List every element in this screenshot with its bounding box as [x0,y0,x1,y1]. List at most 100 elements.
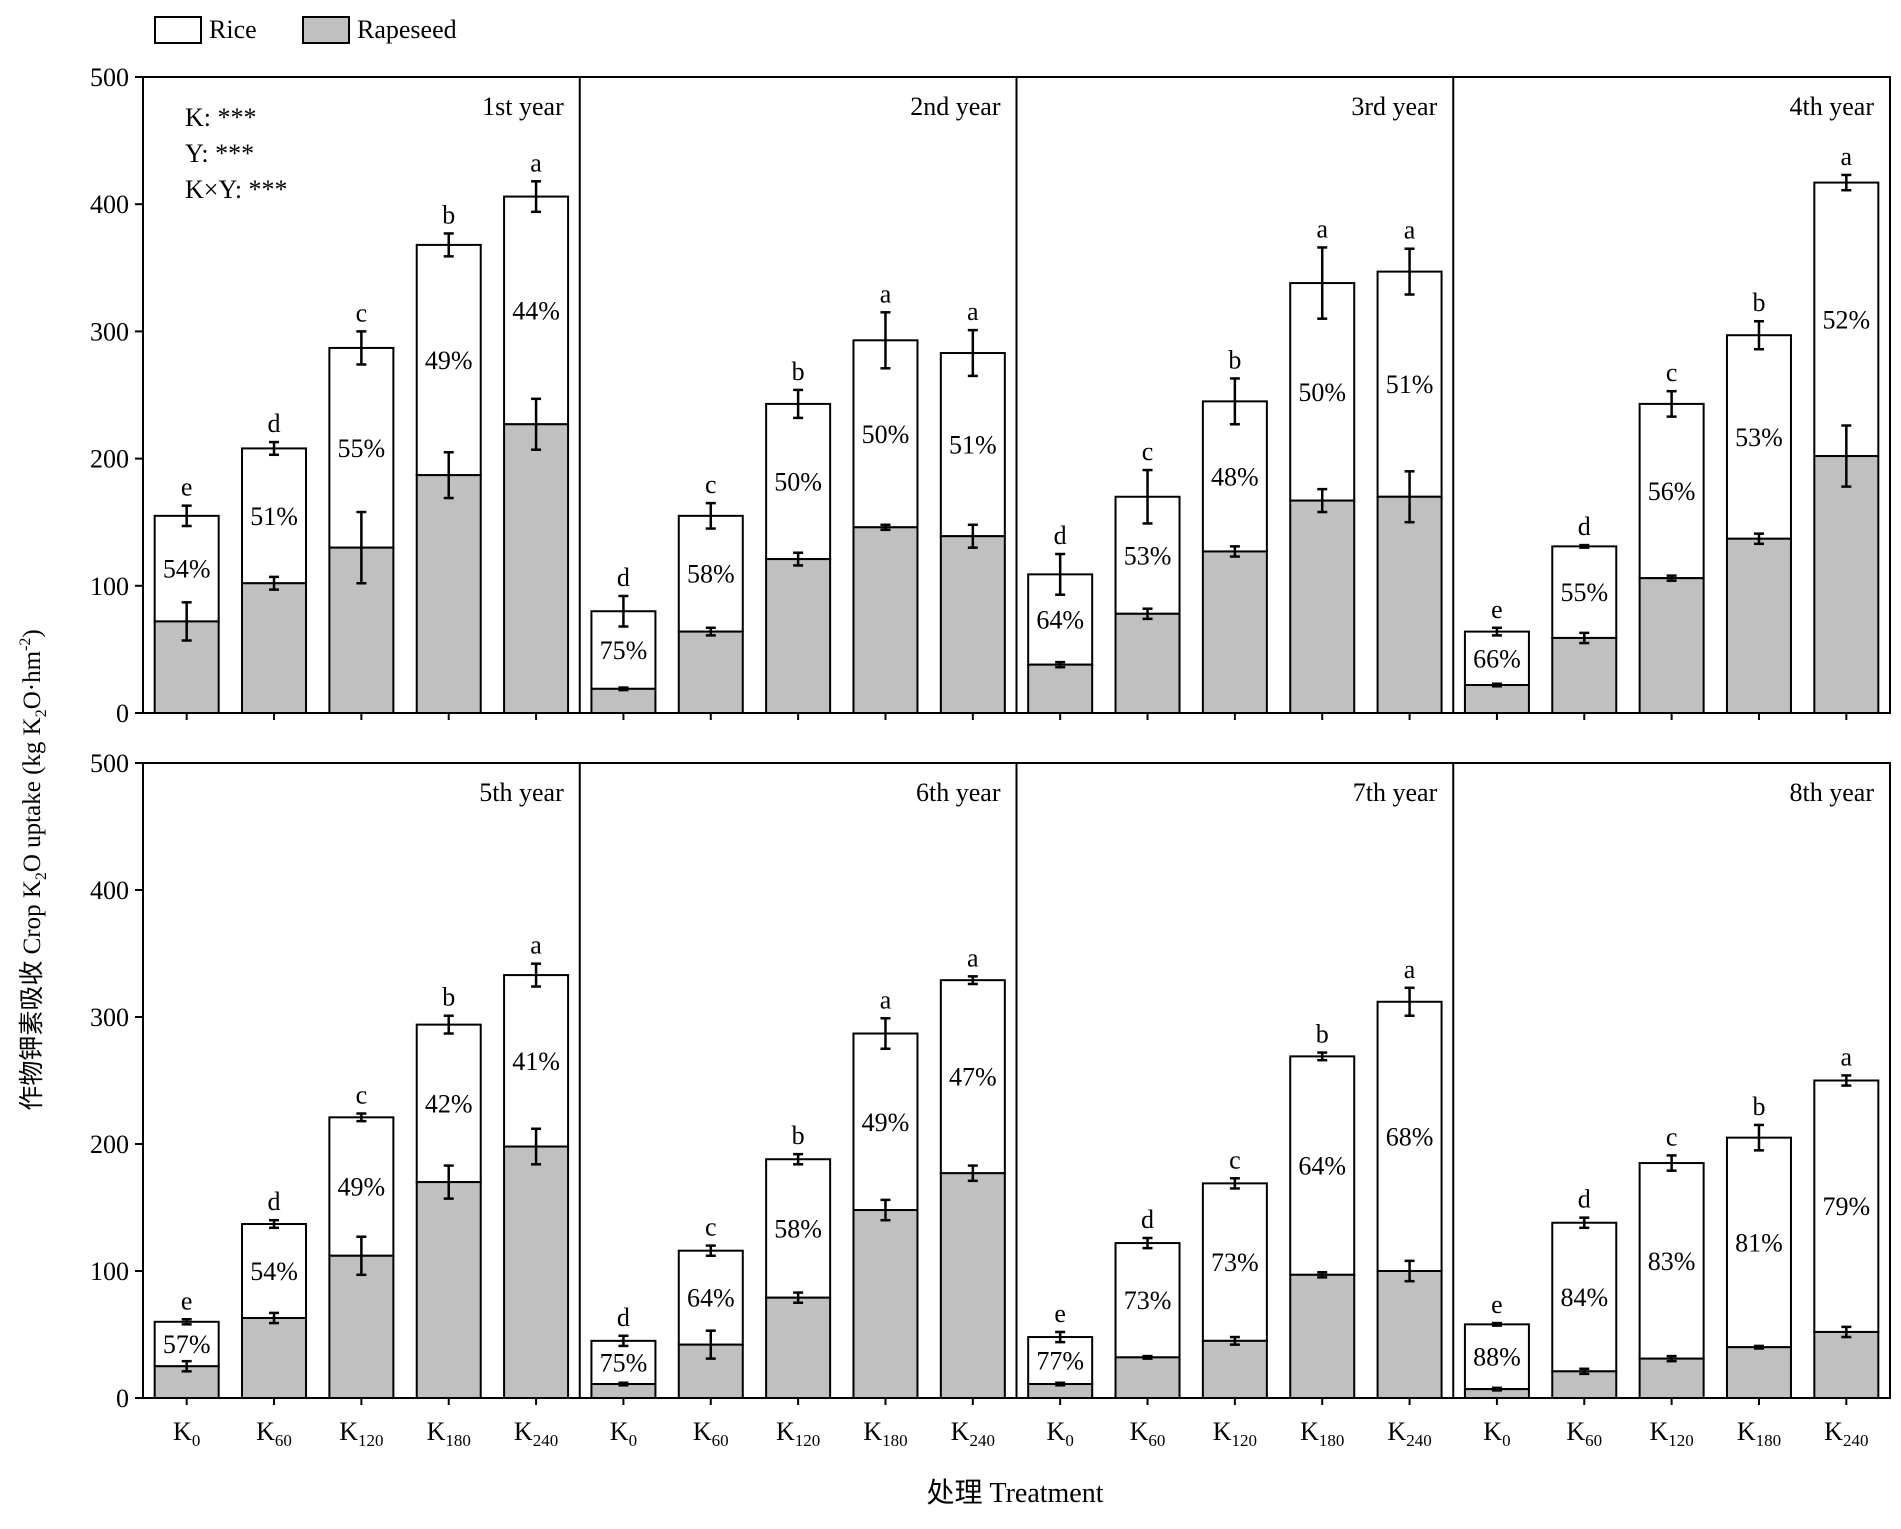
stats-annotation: K: *** [185,103,257,132]
x-tick-label: K240 [951,1417,995,1450]
percent-label: 44% [512,296,560,325]
panel-title: 2nd year [910,92,1001,121]
panel-title: 1st year [482,92,564,121]
bar-rapeseed [1725,537,1792,715]
x-tick-label-base: K [693,1417,712,1446]
bar-rapeseed [241,1316,308,1399]
x-tick-label: K60 [1130,1417,1166,1450]
bar-rapeseed [852,526,919,715]
bar-rice [1463,1323,1530,1391]
x-tick-label: K120 [339,1417,383,1450]
significance-letter: e [1491,1290,1503,1319]
bar-rice [241,1223,308,1319]
y-tick-label: 300 [90,1003,129,1032]
x-tick-label: K120 [1213,1417,1257,1450]
legend-swatch-rice [154,16,202,44]
x-tick-label-sub: 60 [1585,1431,1602,1450]
x-tick-label-sub: 120 [358,1431,384,1450]
percent-label: 52% [1822,305,1870,334]
x-tick-label-sub: 0 [1065,1431,1074,1450]
percent-label: 42% [425,1089,473,1118]
x-tick-label: K240 [1387,1417,1431,1450]
bar-rapeseed [503,423,570,714]
x-tick-label-sub: 0 [192,1431,201,1450]
x-tick-label-base: K [427,1417,446,1446]
bar-rice [1114,1242,1181,1359]
bar-rice [1289,1055,1356,1276]
percent-label: 83% [1648,1247,1696,1276]
panel-title: 8th year [1790,778,1875,807]
significance-letter: c [1666,358,1678,387]
percent-label: 55% [1560,578,1608,607]
percent-label: 49% [338,1173,386,1202]
significance-letter: e [181,1286,193,1315]
panel-title: 3rd year [1351,92,1437,121]
bar-rice [939,352,1006,538]
bar-rapeseed [1463,684,1530,714]
bar-rice [852,1032,919,1212]
bar-rapeseed [1638,577,1705,715]
x-tick-label: K180 [863,1417,907,1450]
percent-label: 64% [687,1284,735,1313]
significance-letter: b [1316,1020,1329,1049]
y-tick-label: 0 [116,1384,129,1413]
x-tick-label-sub: 240 [533,1431,559,1450]
significance-letter: c [1666,1122,1678,1151]
bar-rice [1725,1136,1792,1349]
bar-rapeseed [1813,455,1880,714]
percent-label: 66% [1473,644,1521,673]
significance-letter: a [880,279,892,308]
x-tick-label-base: K [776,1417,795,1446]
bar-rapeseed [1201,550,1268,714]
x-tick-label-base: K [1300,1417,1319,1446]
x-tick-label-sub: 180 [445,1431,471,1450]
bar-rapeseed [1114,1356,1181,1399]
panel-row-frame [142,762,1891,1399]
percent-label: 56% [1648,477,1696,506]
significance-letter: b [1752,288,1765,317]
percent-label: 64% [1036,606,1084,635]
y-tick-label: 500 [90,749,129,778]
x-tick-label: K60 [1566,1417,1602,1450]
x-tick-label-base: K [863,1417,882,1446]
percent-label: 84% [1560,1283,1608,1312]
y-tick-label: 500 [90,63,129,92]
x-tick-label: K240 [514,1417,558,1450]
x-tick-label-base: K [951,1417,970,1446]
bar-rice [1638,402,1705,580]
x-tick-label-base: K [610,1417,629,1446]
bar-rapeseed [939,535,1006,715]
percent-label: 50% [862,420,910,449]
bar-rapeseed [1027,663,1094,714]
bar-rice [1201,1182,1268,1342]
percent-label: 88% [1473,1343,1521,1372]
percent-label: 57% [163,1330,211,1359]
significance-letter: d [617,563,630,592]
significance-letter: b [792,357,805,386]
y-tick-label: 300 [90,317,129,346]
bar-rapeseed [415,474,482,714]
significance-letter: e [1054,1299,1066,1328]
bar-rice [503,974,570,1148]
x-tick-label: K240 [1824,1417,1868,1450]
y-axis-title-part2: O uptake (kg K [19,717,46,872]
significance-letter: a [1841,1042,1853,1071]
percent-label: 73% [1124,1286,1172,1315]
bar-rice [1551,1221,1618,1373]
bar-rapeseed [1551,636,1618,715]
percent-label: 54% [250,1257,298,1286]
percent-label: 51% [949,431,997,460]
percent-label: 81% [1735,1228,1783,1257]
significance-letter: a [880,985,892,1014]
x-tick-label: K0 [1047,1417,1074,1450]
y-tick-label: 200 [90,445,129,474]
percent-label: 51% [250,502,298,531]
percent-label: 75% [600,1348,648,1377]
bar-rapeseed [852,1209,919,1400]
x-tick-label-sub: 120 [795,1431,821,1450]
panel-title: 5th year [479,778,564,807]
x-tick-label-sub: 0 [629,1431,638,1450]
x-tick-label-sub: 120 [1668,1431,1694,1450]
y-tick-label: 400 [90,190,129,219]
bar-rapeseed [939,1172,1006,1399]
